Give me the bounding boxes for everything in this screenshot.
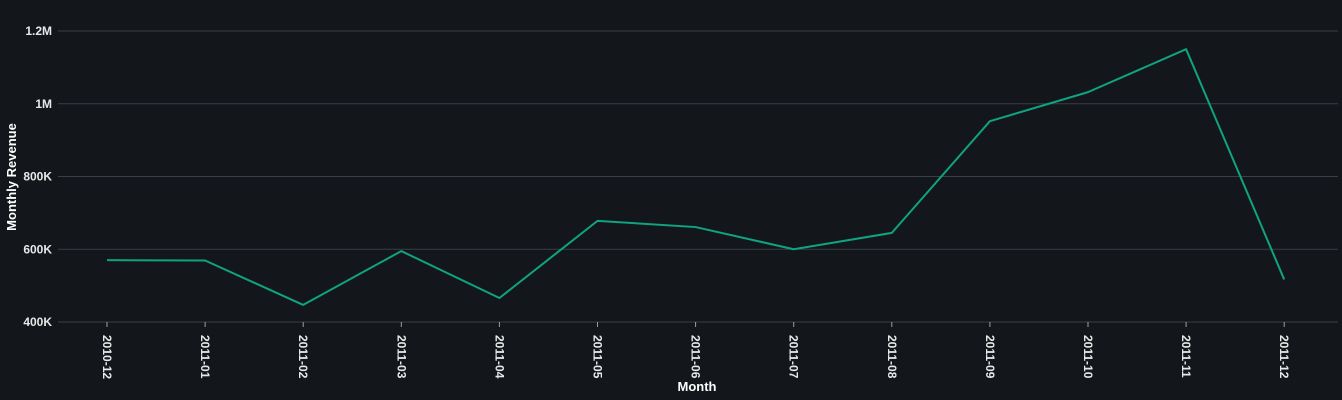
x-tick-label: 2011-02 (296, 335, 310, 379)
x-tick-label: 2011-08 (885, 335, 899, 379)
x-tick-label: 2011-07 (787, 335, 801, 379)
x-tick-label: 2011-04 (492, 335, 506, 379)
x-tick-label: 2011-05 (591, 335, 605, 379)
y-tick-label: 1.2M (25, 24, 52, 38)
y-tick-label: 600K (23, 242, 52, 256)
x-tick-label: 2011-01 (198, 335, 212, 379)
y-tick-label: 1M (35, 97, 52, 111)
gridlines (58, 30, 1338, 323)
x-axis-title: Month (678, 379, 717, 394)
x-tick-label: 2011-03 (394, 335, 408, 379)
x-axis-ticks: 2010-12 2011-01 2011-02 2011-03 2011-04 2011-… (100, 322, 1291, 379)
x-tick-label: 2011-11 (1179, 335, 1193, 378)
series-layer (106, 48, 1286, 306)
x-tick-label: 2011-06 (689, 335, 703, 379)
x-tick-label: 2011-12 (1277, 335, 1291, 379)
y-tick-label: 800K (23, 170, 52, 184)
x-tick-label: 2011-09 (983, 335, 997, 379)
x-tick-label: 2011-10 (1081, 335, 1095, 379)
y-axis-ticks: 400K 600K 800K 1M 1.2M (23, 24, 52, 329)
y-axis-title: Monthly Revenue (4, 123, 19, 231)
series-line (106, 48, 1286, 306)
y-tick-label: 400K (23, 315, 52, 329)
x-tick-label: 2010-12 (100, 335, 114, 379)
